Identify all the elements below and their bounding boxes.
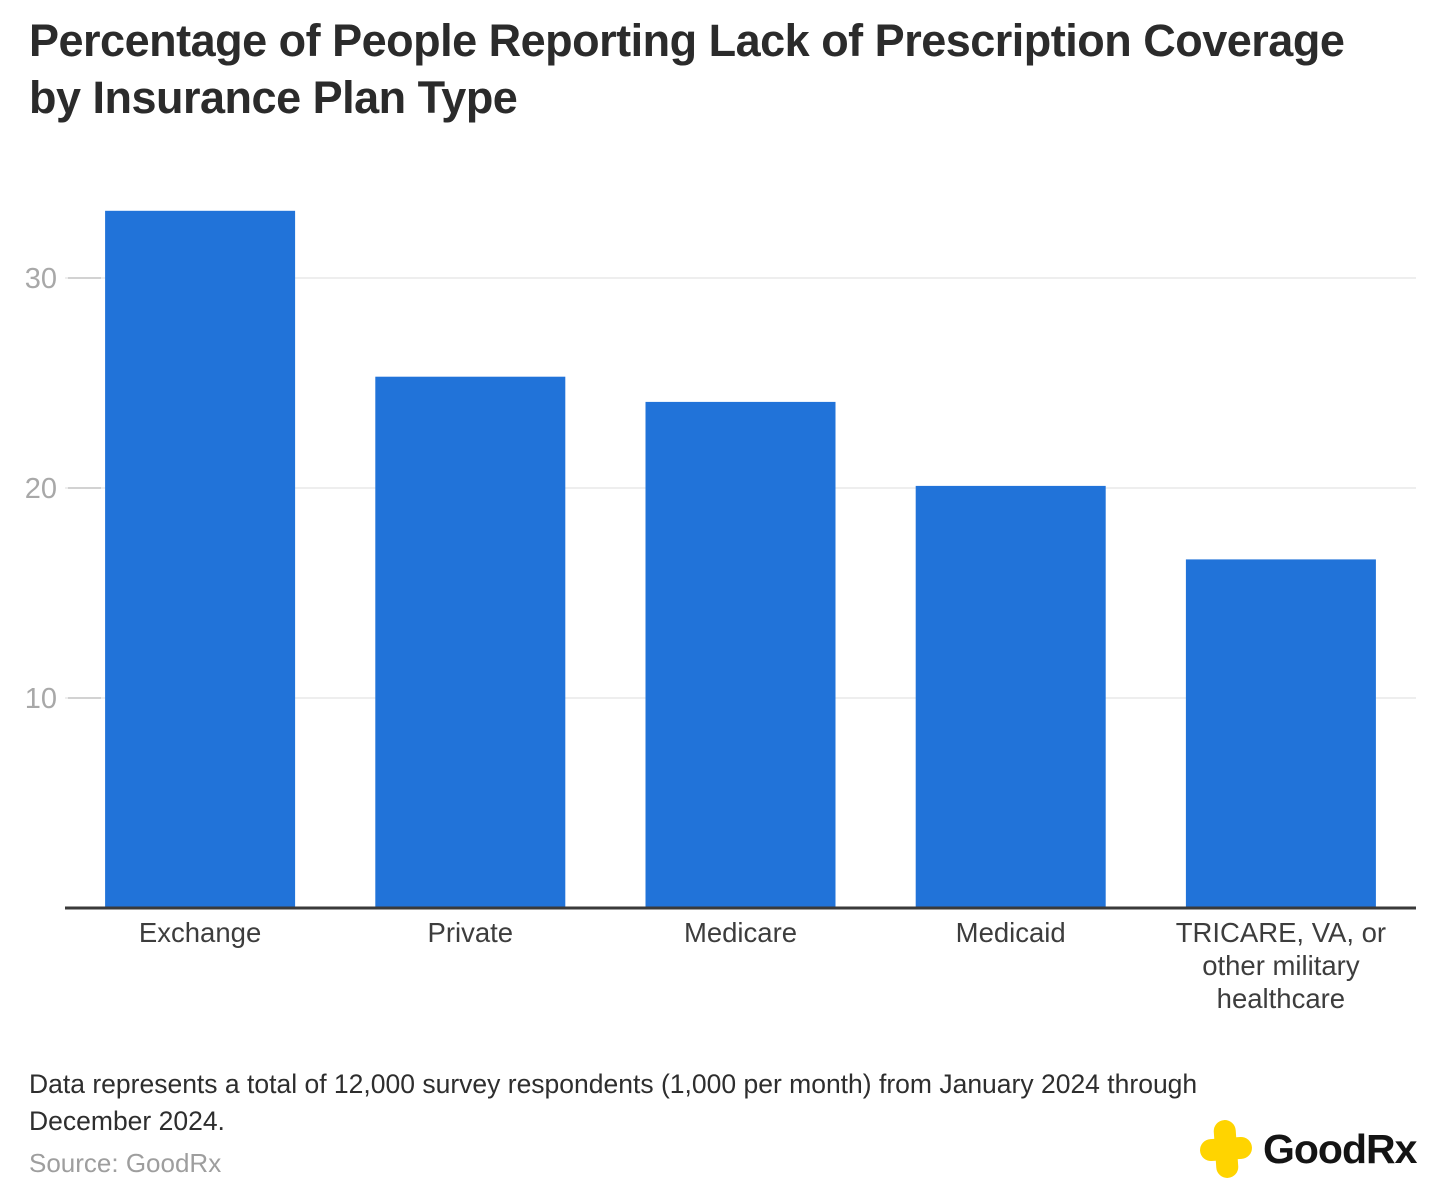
source-text: Source: GoodRx — [29, 1148, 222, 1178]
bar-chart: 10 20 30 Exchange Private Medicare Medicaid TRI… — [0, 160, 1440, 1020]
x-category-label: Medicare — [684, 917, 797, 948]
x-category-label: TRICARE, VA, or — [1176, 917, 1386, 948]
footnote: Data represents a total of 12,000 survey… — [29, 1069, 1198, 1136]
y-tick-label: 20 — [25, 473, 57, 505]
bar-tricare — [1185, 559, 1376, 908]
x-category-label: healthcare — [1217, 983, 1345, 1014]
x-category-label: Exchange — [139, 917, 261, 948]
goodrx-logo-text: GoodRx — [1263, 1125, 1417, 1172]
x-category-label: Private — [428, 917, 514, 948]
x-category-label: Medicaid — [956, 917, 1066, 948]
goodrx-cross-icon — [1200, 1120, 1252, 1178]
bar-private — [375, 376, 566, 908]
bar-chart-canvas: 10 20 30 Exchange Private Medicare Medicaid TRI… — [25, 210, 1416, 1014]
chart-title: Percentage of People Reporting Lack of P… — [29, 15, 1345, 123]
bar-medicare — [645, 401, 836, 908]
bar-medicaid — [915, 485, 1106, 908]
y-tick-label: 30 — [25, 263, 57, 295]
x-category-label: other military — [1202, 950, 1360, 981]
goodrx-logo: GoodRx — [1200, 1118, 1417, 1180]
bar-exchange — [105, 210, 296, 909]
y-tick-label: 10 — [25, 683, 57, 715]
